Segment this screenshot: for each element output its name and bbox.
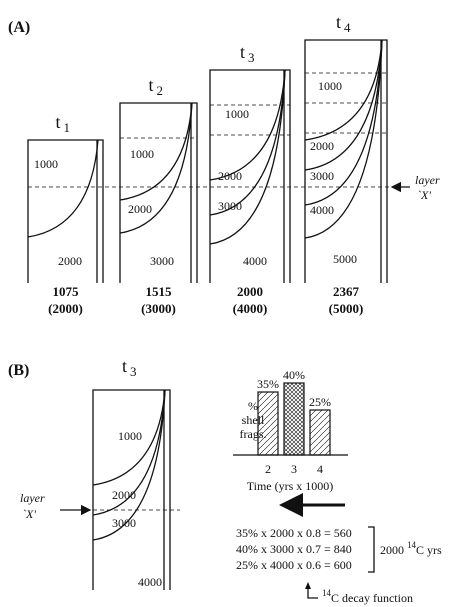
layer-label: 3000 [310,169,334,183]
layer-name: `X' [417,188,431,202]
layer-curve [27,139,99,238]
layer-label: 2000 [218,169,242,183]
t: t [240,42,245,62]
layer-label: layer [415,173,440,187]
layer-curve [304,39,383,171]
layer-curve [209,69,286,181]
t-sub: 3 [248,50,255,65]
layer-curve [92,389,166,516]
column-box [209,69,291,283]
x-tick-label: 4 [317,462,323,476]
layer-label: 2000 [112,488,136,502]
layer-label: 4000 [243,254,267,268]
value-label: 35% [257,377,279,391]
age-paren: (4000) [233,301,268,316]
y-label: % [248,399,258,413]
layer-label: 1000 [34,157,58,171]
bar [309,409,331,456]
layer-label: 2000 [310,139,334,153]
age: 1515 [146,284,173,299]
layer-label: 5000 [333,252,357,266]
value-label: 40% [283,368,305,382]
t-sub: 2 [157,83,164,98]
x-tick-label: 2 [265,462,271,476]
layer-label: 3000 [112,516,136,530]
t: t [56,112,61,132]
layer-label: 4000 [310,203,334,217]
decay-arrow [307,586,318,599]
layer-label: 2000 [128,202,152,216]
t-sub: 4 [344,20,351,35]
x-tick-label: 3 [291,462,297,476]
column-box [27,139,104,283]
layer-label: layer [20,491,45,505]
t-sub: 3 [130,364,137,379]
layer-curve [92,389,166,541]
t: t [149,75,154,95]
layer-label: 4000 [138,575,162,589]
equation: 40% x 3000 x 0.7 = 840 [236,542,352,556]
layer-curve [209,69,286,216]
bar [257,391,279,456]
column-box [92,389,171,590]
age: 1075 [53,284,80,299]
age: 2000 [237,284,263,299]
layer-label: 1000 [318,79,342,93]
bar [283,382,305,456]
layer-label: 1000 [118,429,142,443]
panel-label: (A) [8,19,30,36]
layer-curve [209,69,286,245]
t: t [336,12,341,32]
layer-label: 1000 [130,147,154,161]
x-label: Time (yrs x 1000) [247,479,334,493]
result-unit: C yrs [416,543,442,557]
layer-name: `X' [22,507,36,521]
arrowhead [305,582,311,589]
result: 2000 14C yrs [380,540,442,557]
superscript: 14 [322,588,332,598]
layer-curve [119,102,193,234]
decay-label: 14C decay function [322,588,413,605]
result-value: 2000 [380,543,404,557]
layer-curve [304,39,383,239]
bracket [368,526,375,573]
layer-label: 2000 [58,254,82,268]
age-paren: (2000) [48,301,83,316]
superscript: 14 [407,540,417,550]
layer-curve [92,389,166,486]
value-label: 25% [309,395,331,409]
age-paren: (3000) [141,301,176,316]
layer-curve [119,102,193,201]
age: 2367 [333,284,360,299]
layer-label: 1000 [225,107,249,121]
equation: 35% x 2000 x 0.8 = 560 [236,526,352,540]
panel-label: (B) [8,362,29,379]
equation: 25% x 4000 x 0.6 = 600 [236,558,352,572]
layer-label: 3000 [218,199,242,213]
decay-text: C decay function [331,591,413,605]
layer-curve [304,39,383,206]
column-box [304,39,388,283]
age-paren: (5000) [329,301,364,316]
column-box [119,102,198,283]
t-sub: 1 [64,120,71,135]
t: t [122,356,127,376]
layer-label: 3000 [150,254,174,268]
layer-curve [304,39,383,141]
